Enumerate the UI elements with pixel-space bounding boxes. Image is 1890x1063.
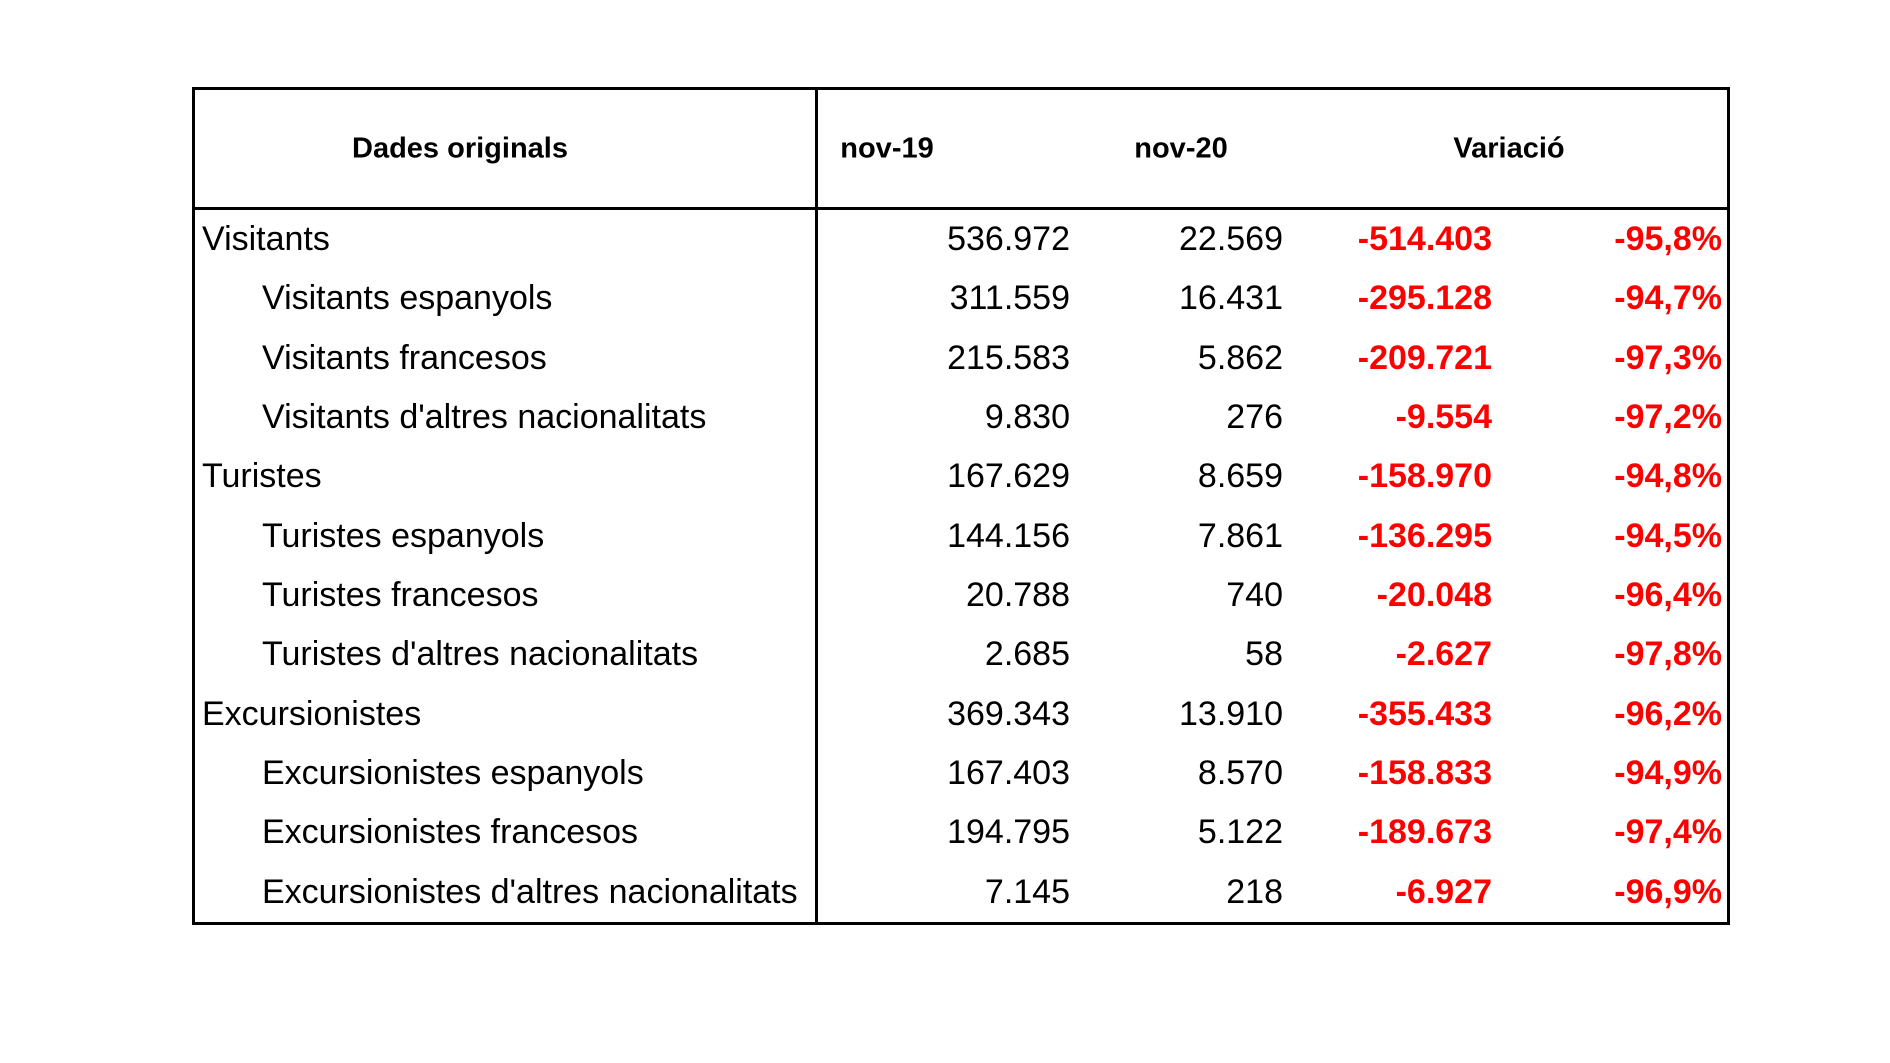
variation-percent: -97,2% — [1614, 398, 1722, 437]
table-row: Visitants 536.972 22.569 -514.403 -95,8% — [195, 210, 1727, 270]
row-label: Visitants — [195, 210, 818, 270]
header-label-column: Dades originals — [195, 90, 818, 207]
table-row: Excursionistes francesos 194.795 5.122 -… — [195, 803, 1727, 863]
nov20-value: 8.570 — [1197, 754, 1283, 793]
nov19-value: 536.972 — [947, 220, 1070, 259]
nov19-value: 144.156 — [947, 516, 1070, 555]
table-header: Dades originals nov-19 nov-20 Variació — [195, 90, 1727, 210]
variation-percent: -96,2% — [1614, 694, 1722, 733]
variation-value: -158.970 — [1357, 457, 1492, 496]
nov19-value: 9.830 — [984, 398, 1070, 437]
variation-percent: -97,3% — [1614, 338, 1722, 377]
nov19-value: 7.145 — [984, 872, 1070, 911]
nov19-value: 369.343 — [947, 694, 1070, 733]
variation-value: -189.673 — [1357, 813, 1492, 852]
table-row: Visitants espanyols 311.559 16.431 -295.… — [195, 269, 1727, 329]
nov20-value: 13.910 — [1179, 694, 1283, 733]
variation-percent: -97,8% — [1614, 635, 1722, 674]
table-row: Excursionistes 369.343 13.910 -355.433 -… — [195, 684, 1727, 744]
row-label: Visitants francesos — [195, 328, 818, 388]
variation-value: -158.833 — [1357, 754, 1492, 793]
nov20-value: 8.659 — [1197, 457, 1283, 496]
nov20-value: 16.431 — [1179, 279, 1283, 318]
header-dades-originals: Dades originals — [352, 132, 568, 164]
table-row: Visitants d'altres nacionalitats 9.830 2… — [195, 387, 1727, 448]
nov19-value: 215.583 — [947, 338, 1070, 377]
nov20-value: 7.861 — [1197, 516, 1283, 555]
variation-value: -6.927 — [1395, 872, 1492, 911]
variation-percent: -95,8% — [1614, 220, 1722, 259]
row-label: Excursionistes francesos — [195, 803, 818, 863]
row-label: Turistes francesos — [195, 565, 818, 626]
nov19-value: 167.629 — [947, 457, 1070, 496]
variation-percent: -96,9% — [1614, 872, 1722, 911]
nov20-value: 58 — [1245, 635, 1283, 674]
row-label: Excursionistes — [195, 684, 818, 744]
variation-value: -209.721 — [1357, 338, 1492, 377]
nov20-value: 22.569 — [1179, 220, 1283, 259]
header-nov-19: nov-19 — [840, 132, 934, 164]
row-label: Excursionistes espanyols — [195, 743, 818, 804]
variation-value: -136.295 — [1357, 516, 1492, 555]
table-body: Visitants 536.972 22.569 -514.403 -95,8%… — [195, 210, 1727, 922]
table-row: Turistes espanyols 144.156 7.861 -136.29… — [195, 506, 1727, 566]
header-variacio: Variació — [1453, 132, 1565, 164]
header-value-columns: nov-19 nov-20 Variació — [818, 90, 1727, 207]
nov20-value: 5.862 — [1197, 338, 1283, 377]
variation-value: -514.403 — [1357, 220, 1492, 259]
variation-percent: -97,4% — [1614, 813, 1722, 852]
variation-percent: -96,4% — [1614, 576, 1722, 615]
row-label: Turistes espanyols — [195, 506, 818, 566]
table-row: Turistes 167.629 8.659 -158.970 -94,8% — [195, 447, 1727, 507]
nov20-value: 276 — [1226, 398, 1283, 437]
variation-percent: -94,5% — [1614, 516, 1722, 555]
nov20-value: 218 — [1226, 872, 1283, 911]
table-row: Excursionistes d'altres nacionalitats 7.… — [195, 862, 1727, 922]
table-row: Visitants francesos 215.583 5.862 -209.7… — [195, 328, 1727, 388]
nov19-value: 194.795 — [947, 813, 1070, 852]
variation-percent: -94,7% — [1614, 279, 1722, 318]
row-label: Excursionistes d'altres nacionalitats — [195, 862, 818, 922]
variation-value: -2.627 — [1395, 635, 1492, 674]
nov20-value: 740 — [1226, 576, 1283, 615]
row-label: Visitants espanyols — [195, 269, 818, 329]
variation-percent: -94,8% — [1614, 457, 1722, 496]
row-label: Visitants d'altres nacionalitats — [195, 387, 818, 448]
nov19-value: 167.403 — [947, 754, 1070, 793]
variation-value: -355.433 — [1357, 694, 1492, 733]
visitors-statistics-table: Dades originals nov-19 nov-20 Variació V… — [192, 87, 1730, 925]
nov19-value: 2.685 — [984, 635, 1070, 674]
variation-value: -20.048 — [1376, 576, 1492, 615]
variation-percent: -94,9% — [1614, 754, 1722, 793]
variation-value: -9.554 — [1395, 398, 1492, 437]
header-nov-20: nov-20 — [1134, 132, 1228, 164]
table-row: Turistes francesos 20.788 740 -20.048 -9… — [195, 565, 1727, 626]
nov19-value: 20.788 — [966, 576, 1070, 615]
table-row: Excursionistes espanyols 167.403 8.570 -… — [195, 743, 1727, 804]
nov19-value: 311.559 — [949, 279, 1070, 318]
row-label: Turistes d'altres nacionalitats — [195, 625, 818, 685]
row-label: Turistes — [195, 447, 818, 507]
nov20-value: 5.122 — [1197, 813, 1283, 852]
table-row: Turistes d'altres nacionalitats 2.685 58… — [195, 625, 1727, 685]
variation-value: -295.128 — [1357, 279, 1492, 318]
